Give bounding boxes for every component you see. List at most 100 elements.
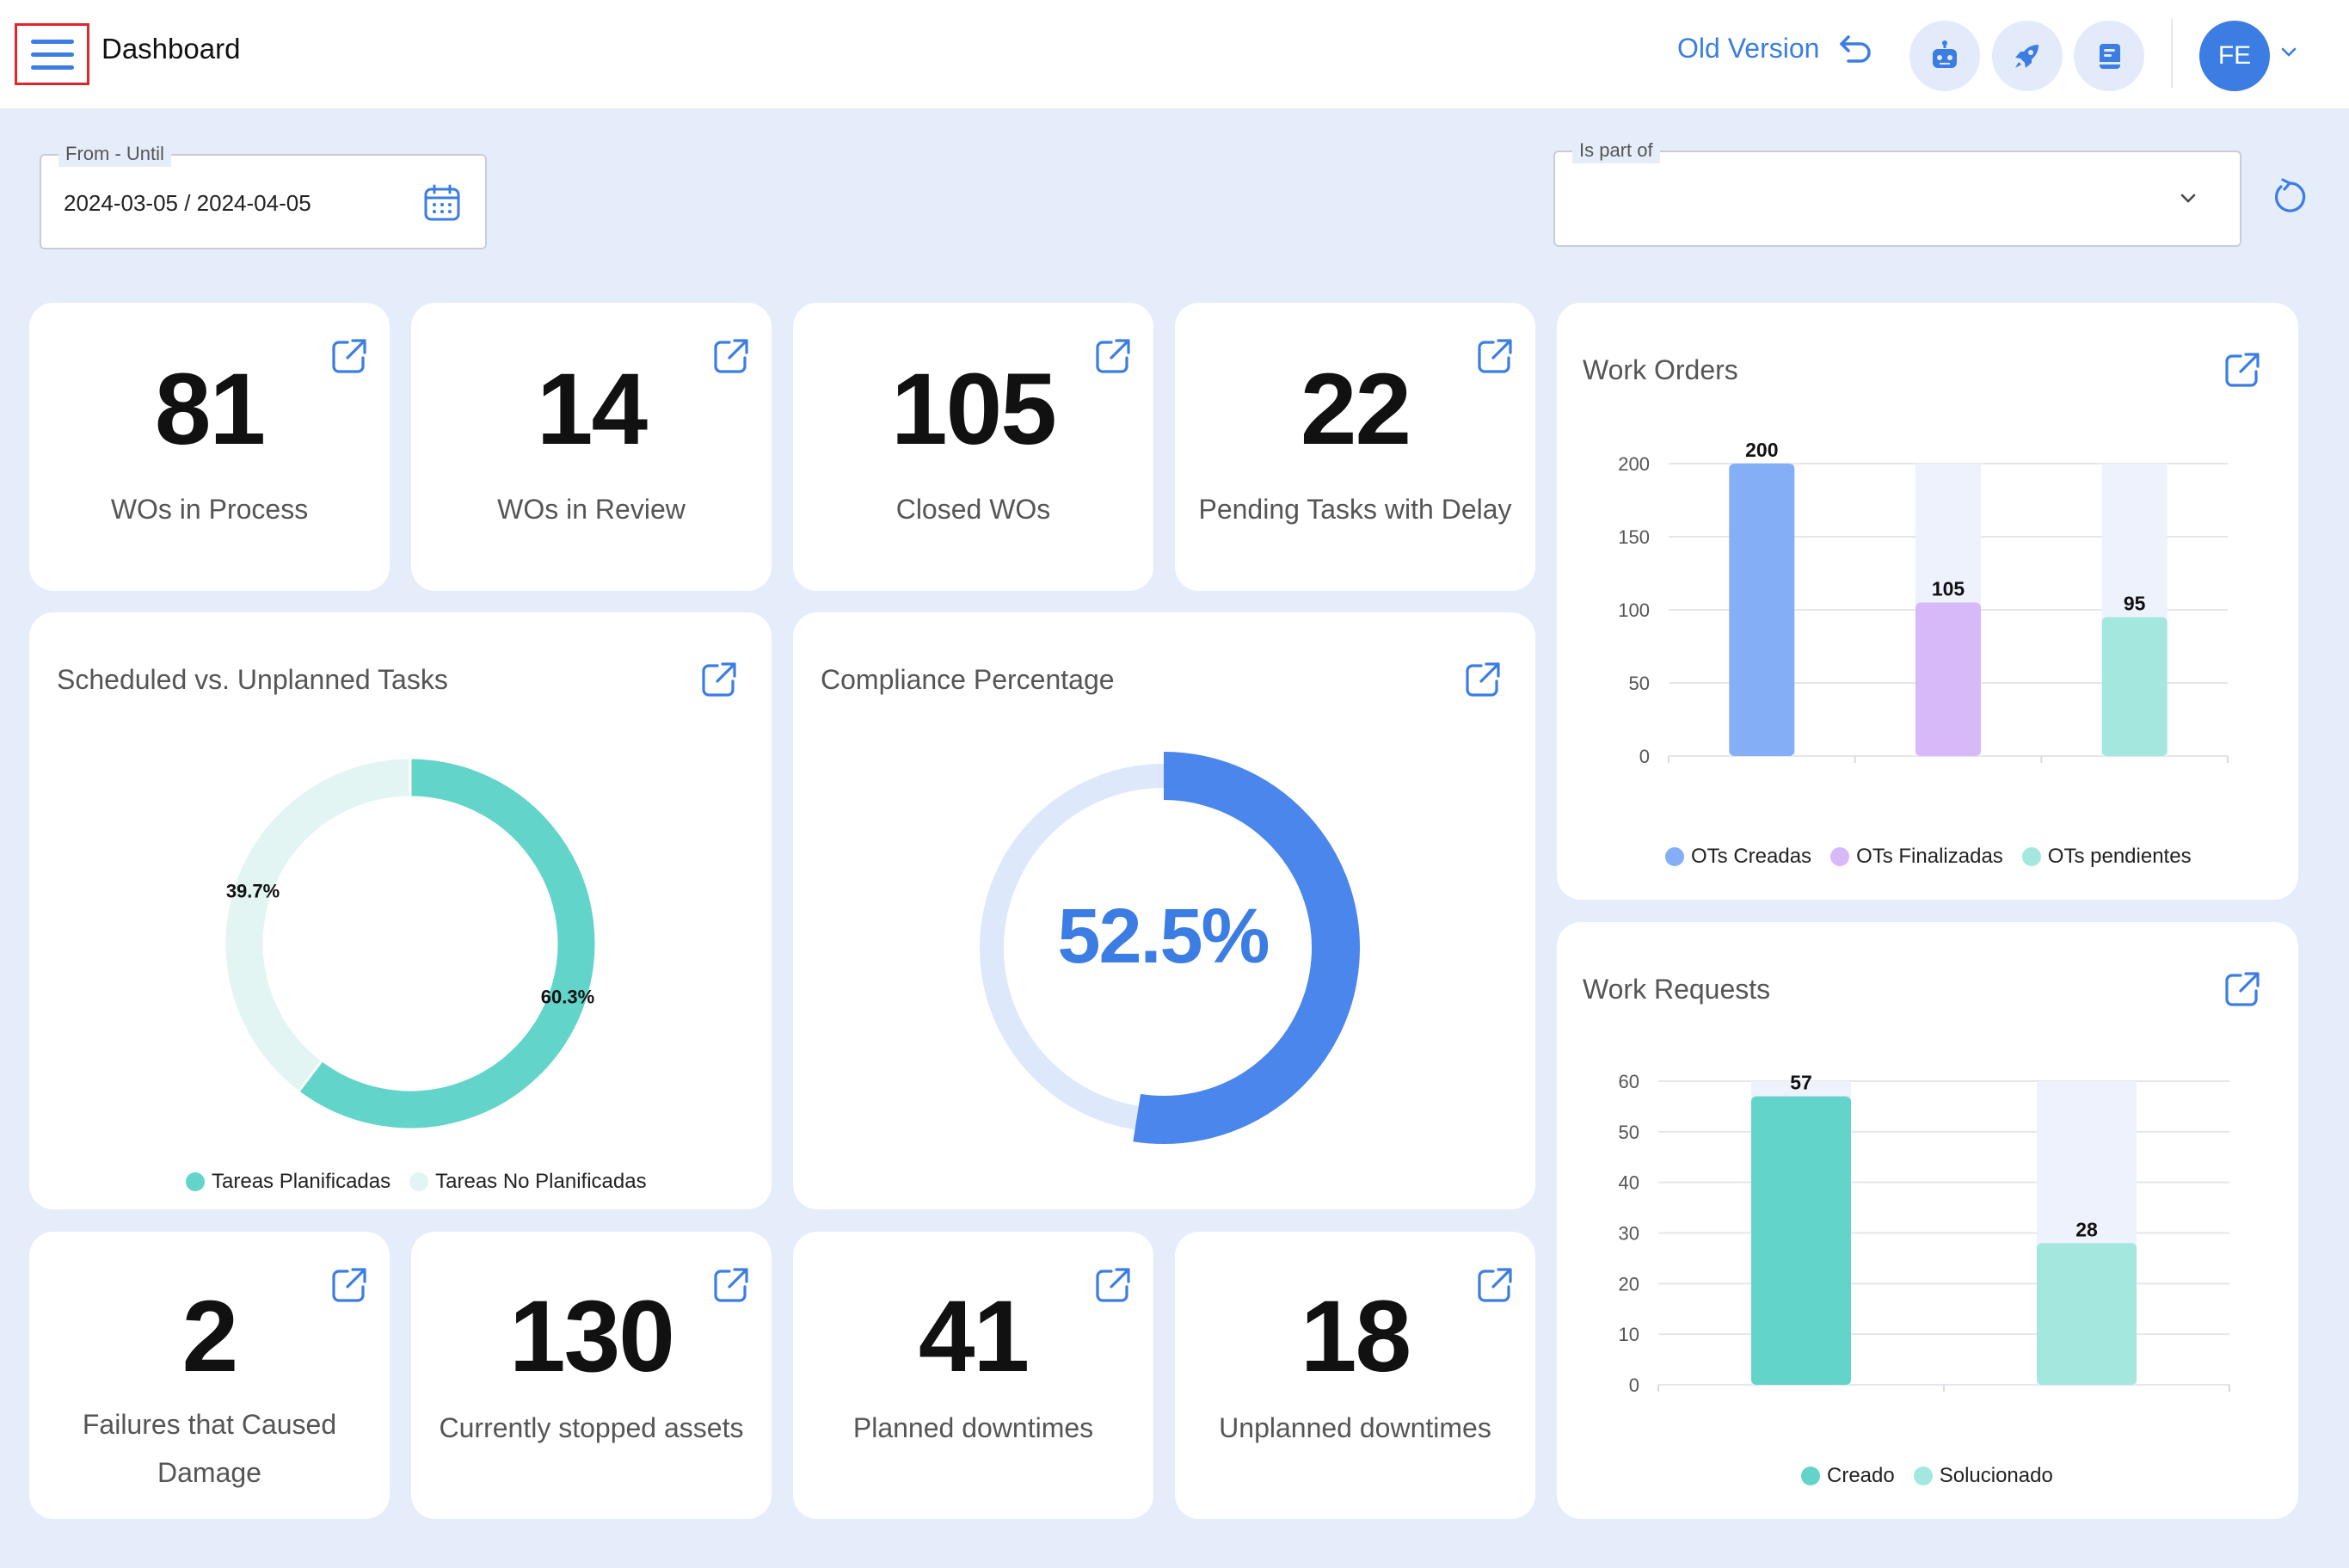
y-tick-label: 60 — [1619, 1071, 1639, 1092]
external-link-icon[interactable] — [2223, 351, 2261, 389]
external-link-icon[interactable] — [330, 337, 368, 375]
kpi-card-planned-downtimes[interactable]: 41 Planned downtimes — [793, 1232, 1153, 1519]
external-link-icon[interactable] — [1476, 337, 1514, 375]
data-label: 105 — [1932, 578, 1965, 600]
legend-item[interactable]: Creado — [1801, 1464, 1895, 1488]
external-link-icon[interactable] — [1094, 337, 1132, 375]
rocket-icon — [2015, 45, 2038, 68]
compliance-card: Compliance Percentage 52.5% — [793, 612, 1535, 1209]
bar — [1915, 602, 1981, 756]
data-label: 28 — [2075, 1218, 2098, 1240]
compliance-value: 52.5% — [1057, 894, 1270, 980]
bar — [2037, 1243, 2137, 1385]
y-tick-label: 50 — [1619, 1122, 1639, 1143]
legend-dot — [2021, 847, 2041, 866]
date-range-field[interactable]: From - Until 2024-03-05 / 2024-04-05 — [40, 141, 487, 249]
legend-item[interactable]: Tareas Planificadas — [186, 1170, 390, 1194]
data-label: 95 — [2124, 593, 2146, 615]
card-title: Work Requests — [1583, 974, 1771, 1005]
legend-dot — [1830, 847, 1850, 866]
data-label: 60.3% — [541, 986, 594, 1007]
is-part-of-select[interactable]: Is part of — [1553, 138, 2241, 247]
kpi-card-wos-in-review[interactable]: 14 WOs in Review — [411, 303, 772, 591]
external-link-icon[interactable] — [700, 661, 738, 698]
legend-label: OTs Finalizadas — [1856, 845, 2003, 868]
external-link-icon[interactable] — [2223, 970, 2261, 1008]
data-label: 200 — [1745, 439, 1778, 461]
legend-item[interactable]: OTs Finalizadas — [1830, 845, 2003, 869]
documentation-button[interactable] — [2074, 21, 2144, 91]
kpi-card-stopped-assets[interactable]: 130 Currently stopped assets — [411, 1232, 772, 1519]
work-orders-legend: OTs Creadas OTs Finalizadas OTs pendient… — [1665, 845, 2211, 869]
old-version-link[interactable]: Old Version — [1677, 33, 1872, 65]
work-requests-card: Work Requests 0 10 20 30 40 50 60 57 28 Creado S… — [1557, 922, 2298, 1519]
y-tick-label: 0 — [1629, 1374, 1639, 1396]
legend-item[interactable]: OTs pendientes — [2021, 845, 2192, 869]
kpi-label: Closed WOs — [895, 494, 1051, 525]
assistant-bot-button[interactable] — [1909, 21, 1980, 91]
book-icon — [2100, 44, 2120, 69]
legend-dot — [1665, 847, 1684, 866]
user-avatar[interactable]: FE — [2199, 21, 2270, 91]
launch-button[interactable] — [1992, 21, 2063, 91]
kpi-label: Currently stopped assets — [439, 1412, 744, 1443]
legend-dot — [186, 1172, 205, 1191]
external-link-icon[interactable] — [330, 1266, 368, 1304]
legend-item[interactable]: OTs Creadas — [1665, 845, 1811, 869]
is-part-of-label: Is part of — [1572, 138, 1660, 163]
donut-slice — [223, 756, 412, 1094]
work-requests-legend: Creado Solucionado — [1801, 1464, 2072, 1488]
legend-dot — [409, 1172, 429, 1191]
header-divider — [2171, 19, 2173, 88]
kpi-card-unplanned-downtimes[interactable]: 18 Unplanned downtimes — [1175, 1232, 1535, 1519]
date-range-value[interactable]: 2024-03-05 / 2024-04-05 — [64, 190, 311, 216]
external-link-icon[interactable] — [1464, 661, 1502, 698]
gauge-value-arc — [1133, 752, 1360, 1144]
donut-slice — [296, 756, 598, 1128]
kpi-label: Unplanned downtimes — [1219, 1412, 1491, 1443]
data-label: 57 — [1790, 1072, 1812, 1094]
work-orders-bar-chart: 0 50 100 150 200 200 105 95 — [1618, 439, 2229, 767]
undo-icon — [1840, 34, 1872, 63]
kpi-card-failures-damage[interactable]: 2 Failures that Caused Damage — [29, 1232, 390, 1519]
external-link-icon[interactable] — [1476, 1266, 1514, 1304]
compliance-gauge-chart — [980, 752, 1360, 1144]
legend-dot — [1801, 1467, 1820, 1485]
external-link-icon[interactable] — [712, 337, 750, 375]
card-title: Compliance Percentage — [821, 664, 1115, 695]
external-link-icon[interactable] — [712, 1266, 750, 1304]
legend-label: Tareas No Planificadas — [435, 1170, 647, 1193]
kpi-value: 2 — [181, 1280, 239, 1393]
hamburger-menu-button[interactable] — [15, 23, 89, 85]
kpi-label: WOs in Review — [497, 494, 686, 525]
bar — [2101, 617, 2168, 756]
kpi-card-pending-tasks-delay[interactable]: 22 Pending Tasks with Delay — [1175, 303, 1535, 591]
bar — [1729, 464, 1795, 756]
y-tick-label: 20 — [1619, 1273, 1639, 1294]
chevron-down-icon[interactable] — [2279, 43, 2298, 62]
kpi-value: 18 — [1300, 1280, 1411, 1393]
y-tick-label: 10 — [1619, 1324, 1639, 1345]
y-tick-label: 150 — [1618, 526, 1650, 548]
date-range-label: From - Until — [58, 141, 171, 167]
y-tick-label: 50 — [1629, 673, 1650, 694]
chevron-down-icon — [2180, 194, 2196, 203]
external-link-icon[interactable] — [1094, 1266, 1132, 1304]
menu-line — [30, 65, 74, 70]
legend-label: Solucionado — [1939, 1464, 2053, 1487]
legend-label: OTs pendientes — [2047, 845, 2192, 868]
work-orders-card: Work Orders 0 50 100 150 200 200 105 95 OTs Cre… — [1557, 303, 2298, 900]
legend-item[interactable]: Solucionado — [1913, 1464, 2053, 1488]
kpi-label: Planned downtimes — [852, 1412, 1094, 1443]
kpi-card-closed-wos[interactable]: 105 Closed WOs — [793, 303, 1153, 591]
kpi-value: 14 — [536, 353, 648, 466]
work-requests-bar-chart: 0 10 20 30 40 50 60 57 28 — [1619, 1071, 2230, 1396]
legend-item[interactable]: Tareas No Planificadas — [409, 1170, 647, 1194]
bar — [1751, 1096, 1851, 1385]
refresh-icon[interactable] — [2271, 176, 2309, 216]
calendar-icon[interactable] — [423, 183, 461, 223]
kpi-card-wos-in-process[interactable]: 81 WOs in Process — [29, 303, 390, 591]
legend-dot — [1913, 1467, 1933, 1485]
kpi-value: 22 — [1300, 353, 1411, 466]
scheduled-legend: Tareas Planificadas Tareas No Planificad… — [186, 1170, 666, 1194]
